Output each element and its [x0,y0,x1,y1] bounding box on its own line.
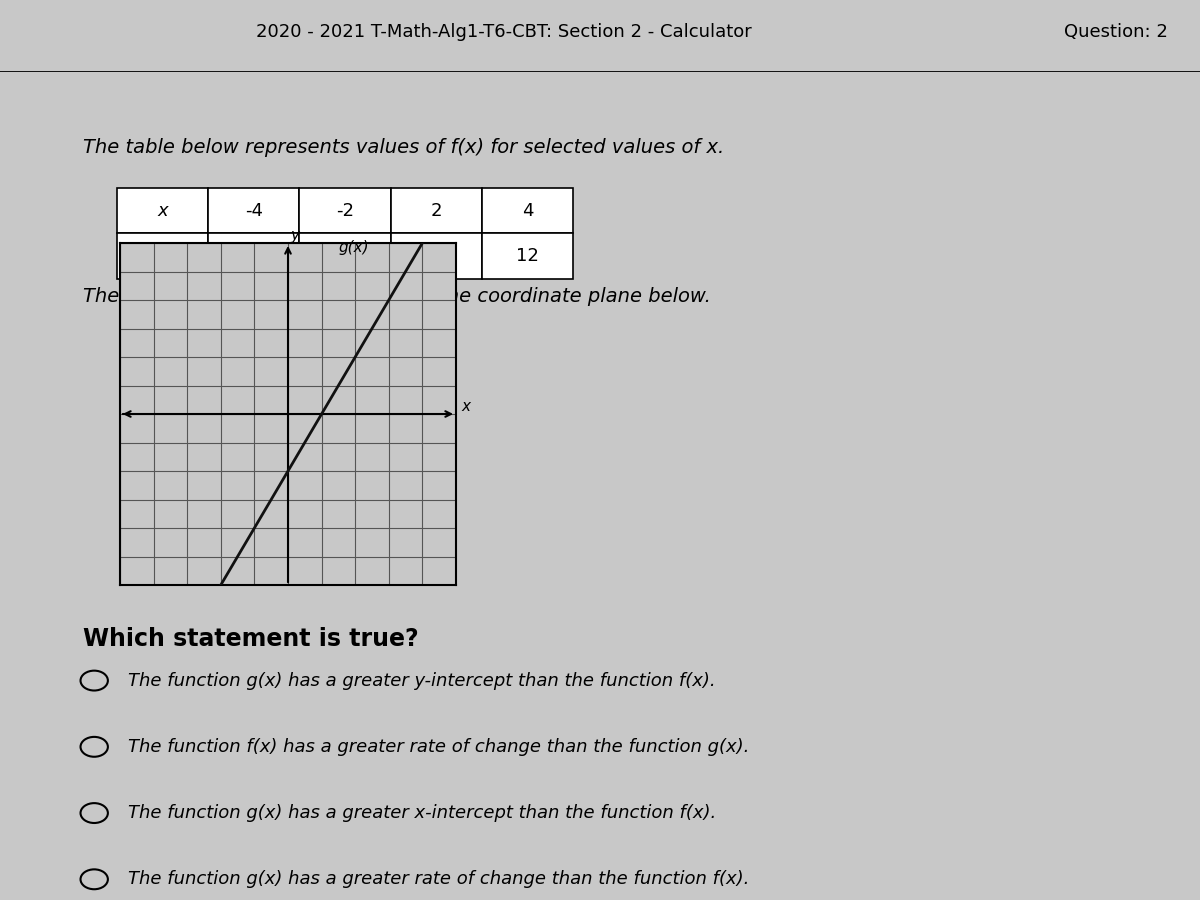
Text: -4: -4 [245,202,263,220]
Bar [300,233,391,279]
Text: x: x [461,400,470,414]
Text: 4: 4 [522,202,533,220]
Bar [482,233,574,279]
Text: The function g(x) has a greater y-intercept than the function f(x).: The function g(x) has a greater y-interc… [128,671,716,689]
Text: -2: -2 [336,202,354,220]
Text: 2020 - 2021 T-Math-Alg1-T6-CBT: Section 2 - Calculator: 2020 - 2021 T-Math-Alg1-T6-CBT: Section … [256,23,752,41]
Text: The function g(x) has a greater x-intercept than the function f(x).: The function g(x) has a greater x-interc… [128,804,716,822]
Text: g(x): g(x) [338,239,370,255]
Text: -4: -4 [245,248,263,266]
Bar [391,233,481,279]
Text: Which statement is true?: Which statement is true? [83,626,419,651]
Bar [118,233,209,279]
Bar [209,188,300,233]
Text: The table below represents values of f(x) for selected values of x.: The table below represents values of f(x… [83,139,724,158]
Bar [209,233,300,279]
Text: y: y [290,228,299,243]
Text: f(x): f(x) [148,248,178,266]
Text: The linear function g( x) is shown in the coordinate plane below.: The linear function g( x) is shown in th… [83,287,710,306]
Text: 8: 8 [431,248,442,266]
Text: 12: 12 [516,248,539,266]
Text: 0: 0 [340,248,350,266]
Bar [118,188,209,233]
Bar [391,188,481,233]
Text: The function f(x) has a greater rate of change than the function g(x).: The function f(x) has a greater rate of … [128,738,750,756]
Text: x: x [157,202,168,220]
Text: Question: 2: Question: 2 [1064,23,1168,41]
Text: 2: 2 [431,202,442,220]
Bar [482,188,574,233]
Text: The function g(x) has a greater rate of change than the function f(x).: The function g(x) has a greater rate of … [128,870,750,888]
Bar [300,188,391,233]
